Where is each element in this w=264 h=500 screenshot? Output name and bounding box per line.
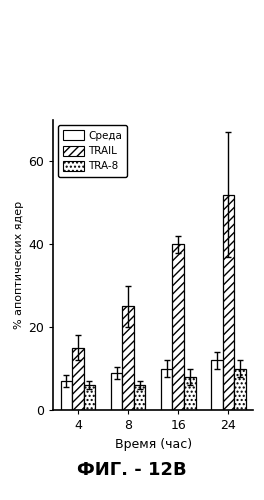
Bar: [111, 372, 122, 410]
Bar: [211, 360, 223, 410]
Bar: [184, 377, 196, 410]
Bar: [84, 385, 95, 410]
Bar: [60, 381, 72, 410]
Bar: [122, 306, 134, 410]
Text: ФИГ. - 12В: ФИГ. - 12В: [77, 461, 187, 479]
Y-axis label: % апоптических ядер: % апоптических ядер: [14, 201, 24, 329]
Bar: [134, 385, 145, 410]
Bar: [172, 244, 184, 410]
Legend: Среда, TRAIL, TRA-8: Среда, TRAIL, TRA-8: [58, 125, 127, 176]
Bar: [234, 368, 246, 410]
X-axis label: Время (час): Время (час): [115, 438, 192, 450]
Bar: [223, 194, 234, 410]
Bar: [72, 348, 84, 410]
Bar: [161, 368, 172, 410]
